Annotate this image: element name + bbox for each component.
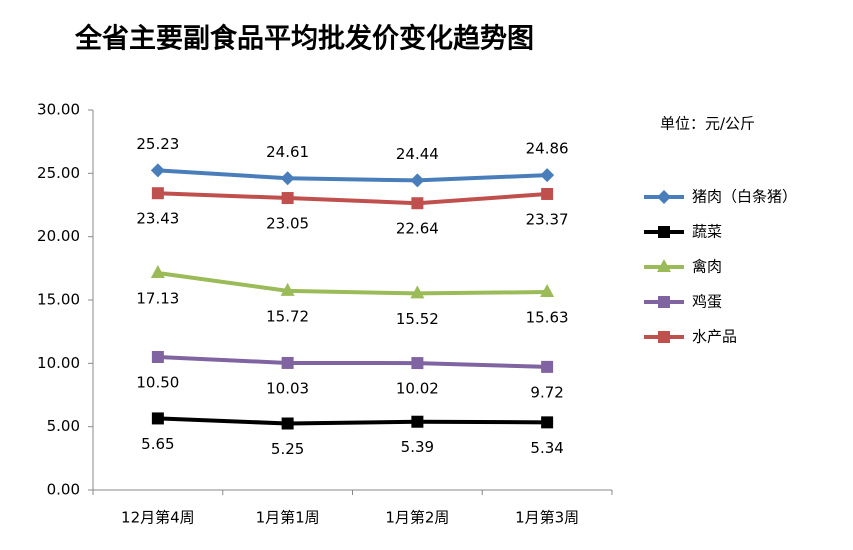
data-label: 5.25 <box>271 440 304 458</box>
marker <box>410 173 425 188</box>
data-label: 10.03 <box>266 379 309 397</box>
marker <box>657 259 671 272</box>
data-label: 10.02 <box>396 380 439 398</box>
marker <box>281 356 294 369</box>
data-label: 24.61 <box>266 143 309 161</box>
chart-title: 全省主要副食品平均批发价变化趋势图 <box>74 23 534 55</box>
unit-label: 单位：元/公斤 <box>660 115 755 133</box>
line <box>157 355 548 369</box>
marker <box>540 284 555 298</box>
marker <box>280 171 295 186</box>
marker <box>411 357 424 370</box>
data-label: 15.52 <box>396 310 439 328</box>
marker <box>280 282 295 296</box>
legend-label: 水产品 <box>692 328 737 346</box>
marker <box>658 226 670 238</box>
marker <box>657 190 671 204</box>
data-label: 22.64 <box>396 220 439 238</box>
data-label: 5.65 <box>141 435 174 453</box>
marker <box>281 417 294 430</box>
line <box>157 191 548 206</box>
y-tick-label: 25.00 <box>37 164 80 182</box>
data-label: 15.72 <box>266 307 309 325</box>
data-label: 9.72 <box>530 383 563 401</box>
legend-label: 鸡蛋 <box>692 293 722 311</box>
legend-label: 禽肉 <box>692 258 722 276</box>
data-label: 23.37 <box>526 210 569 228</box>
marker <box>151 351 164 363</box>
y-tick-label: 0.00 <box>47 481 80 499</box>
line <box>157 271 548 296</box>
marker <box>658 331 670 343</box>
marker <box>151 187 164 200</box>
data-label: 17.13 <box>136 290 179 308</box>
data-label: 24.44 <box>396 145 439 163</box>
line <box>157 168 548 183</box>
data-label: 23.05 <box>266 215 309 233</box>
x-tick-label: 1月第1周 <box>256 509 320 527</box>
data-label: 5.34 <box>530 439 563 457</box>
marker <box>281 192 294 205</box>
line <box>157 416 548 426</box>
x-tick-label: 1月第3周 <box>515 509 579 527</box>
marker <box>541 187 554 200</box>
data-label: 10.50 <box>136 374 179 392</box>
marker <box>658 296 670 308</box>
x-tick-label: 1月第2周 <box>385 509 449 527</box>
data-label: 5.39 <box>401 438 434 456</box>
y-tick-label: 5.00 <box>47 417 80 435</box>
marker <box>410 285 425 299</box>
marker <box>541 416 554 429</box>
marker <box>150 265 165 279</box>
legend-label: 猪肉（白条猪） <box>692 188 797 206</box>
marker <box>541 360 554 373</box>
data-label: 23.43 <box>136 210 179 228</box>
y-tick-label: 30.00 <box>37 101 80 119</box>
data-label: 25.23 <box>136 135 179 153</box>
marker <box>151 412 164 425</box>
data-label: 24.86 <box>526 140 569 158</box>
marker <box>540 168 555 183</box>
x-tick-label: 12月第4周 <box>121 509 195 527</box>
y-tick-label: 10.00 <box>37 354 80 372</box>
y-tick-label: 20.00 <box>37 227 80 245</box>
marker <box>411 197 424 210</box>
data-label: 15.63 <box>526 309 569 327</box>
marker <box>150 163 165 178</box>
legend-label: 蔬菜 <box>692 223 722 241</box>
y-tick-label: 15.00 <box>37 291 80 309</box>
marker <box>411 415 424 428</box>
